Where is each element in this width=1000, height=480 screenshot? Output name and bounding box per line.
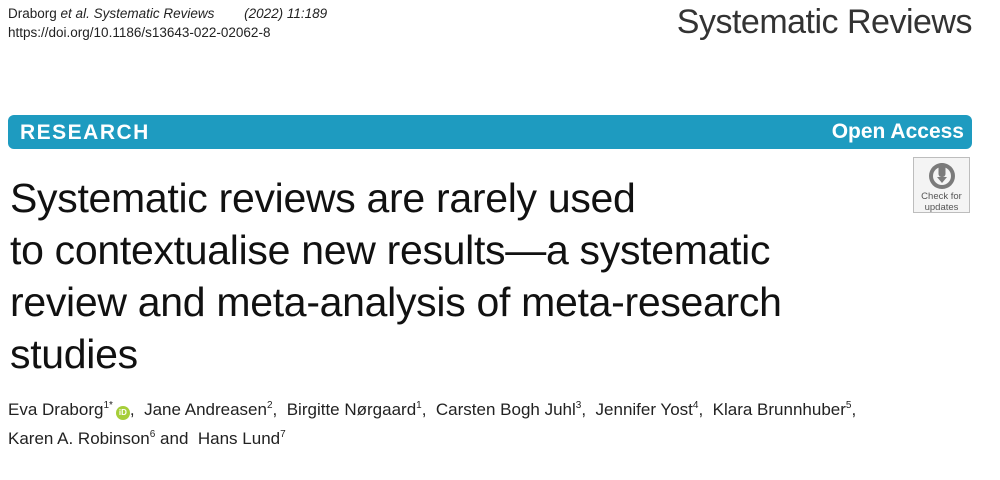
author[interactable]: Carsten Bogh Juhl3 — [436, 400, 581, 419]
author-affiliation: 5 — [845, 400, 852, 411]
check-updates-icon — [928, 163, 955, 189]
author-separator: , — [851, 400, 857, 419]
author[interactable]: Birgitte Nørgaard1 — [287, 400, 422, 419]
author-affiliation: 6 — [149, 429, 156, 440]
author-name: Jane Andreasen — [144, 400, 267, 419]
author-affiliation: 7 — [280, 429, 286, 440]
author-separator: , — [581, 400, 591, 419]
title-line: Systematic reviews are rarely used — [10, 175, 636, 221]
author-affiliation: 1 — [416, 400, 422, 411]
author-affiliation: 2 — [266, 400, 273, 411]
citation-line: Draborg et al. Systematic Reviews (2022)… — [8, 4, 327, 23]
title-line: to contextualise new results—a systemati… — [10, 227, 771, 273]
check-updates-label-1: Check for — [921, 191, 962, 202]
author-affiliation: 1* — [103, 400, 113, 411]
author-name: Eva Draborg — [8, 400, 104, 419]
doi-link[interactable]: https://doi.org/10.1186/s13643-022-02062… — [8, 25, 271, 40]
author[interactable]: Klara Brunnhuber5 — [713, 400, 852, 419]
orcid-icon[interactable]: iD — [115, 406, 130, 420]
author-name: Klara Brunnhuber — [712, 400, 846, 419]
author[interactable]: Karen A. Robinson6 — [8, 429, 155, 448]
article-banner: RESEARCH Open Access — [8, 115, 972, 149]
journal-logo: Systematic Reviews — [676, 3, 973, 41]
citation-header: Draborg et al. Systematic Reviews (2022)… — [8, 4, 327, 42]
author-separator: and — [155, 429, 194, 448]
author-separator: , — [698, 400, 708, 419]
author-name: Jennifer Yost — [595, 400, 693, 419]
author-affiliation: 3 — [575, 400, 582, 411]
open-access-label: Open Access — [831, 120, 964, 143]
citation-journal: et al. Systematic Reviews — [60, 6, 215, 21]
author-separator: , — [129, 400, 140, 419]
author-name: Birgitte Nørgaard — [286, 400, 417, 419]
check-updates-label-2: updates — [924, 202, 959, 213]
author[interactable]: Jane Andreasen2 — [144, 400, 272, 419]
author[interactable]: Jennifer Yost4 — [596, 400, 699, 419]
article-title: Systematic reviews are rarely used to co… — [10, 172, 890, 380]
author-name: Carsten Bogh Juhl — [435, 400, 576, 419]
article-type-label: RESEARCH — [20, 121, 150, 144]
author[interactable]: Hans Lund7 — [198, 429, 286, 448]
title-line: studies — [10, 331, 138, 377]
author-name: Karen A. Robinson — [8, 429, 150, 448]
author[interactable]: Eva Draborg1*iD — [8, 400, 130, 420]
author-separator: , — [272, 400, 282, 419]
citation-year-volume: (2022) 11:189 — [244, 6, 328, 21]
author-affiliation: 4 — [692, 400, 699, 411]
author-list: Eva Draborg1*iD, Jane Andreasen2, Birgit… — [8, 395, 968, 453]
title-line: review and meta-analysis of meta-researc… — [10, 279, 782, 325]
author-separator: , — [421, 400, 432, 419]
citation-authors: Draborg — [8, 6, 57, 21]
author-name: Hans Lund — [197, 429, 281, 448]
check-for-updates-button[interactable]: Check for updates — [913, 157, 970, 213]
